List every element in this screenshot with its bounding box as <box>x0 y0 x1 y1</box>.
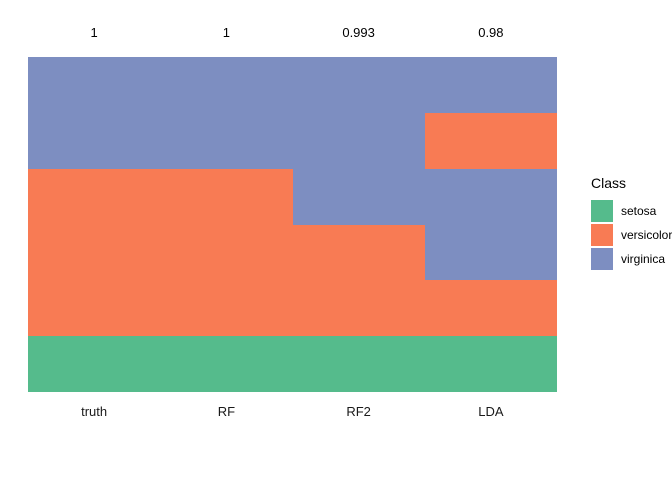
accuracy-row: 1 1 0.993 0.98 <box>28 26 557 40</box>
legend-label-versicolor: versicolor <box>621 228 672 242</box>
segment-virginica <box>160 57 293 169</box>
segment-setosa <box>292 336 425 392</box>
legend-label-setosa: setosa <box>621 204 657 218</box>
legend-label-virginica: virginica <box>621 252 666 266</box>
accuracy-label-RF2: 0.993 <box>342 25 375 40</box>
legend-item-setosa: setosa <box>591 200 672 222</box>
segment-setosa <box>160 336 293 392</box>
x-axis-label-RF: RF <box>217 404 236 419</box>
legend-item-virginica: virginica <box>591 248 672 270</box>
bar-column-RF2 <box>292 57 425 392</box>
legend: Class setosa versicolor virginica <box>591 176 672 272</box>
plot-area <box>28 57 557 393</box>
bar-column-RF <box>160 57 293 392</box>
accuracy-label-RF: 1 <box>222 25 230 40</box>
legend-item-versicolor: versicolor <box>591 224 672 246</box>
segment-setosa <box>424 336 557 393</box>
segment-versicolor <box>160 168 293 337</box>
legend-title: Class <box>591 175 627 191</box>
segment-versicolor <box>292 224 425 337</box>
x-axis-label-RF2: RF2 <box>346 404 371 419</box>
segment-versicolor <box>28 168 161 337</box>
segment-versicolor <box>424 280 557 337</box>
x-axis-label-LDA: LDA <box>478 404 504 419</box>
legend-swatch-versicolor <box>591 224 613 246</box>
segment-virginica <box>424 168 557 281</box>
legend-items: setosa versicolor virginica <box>591 200 672 270</box>
legend-swatch-setosa <box>591 200 613 222</box>
legend-swatch-virginica <box>591 248 613 270</box>
segment-virginica <box>28 57 161 169</box>
segment-setosa <box>28 336 161 392</box>
segment-virginica <box>292 57 425 225</box>
bar-column-truth <box>28 57 161 392</box>
x-axis-label-truth: truth <box>81 404 108 419</box>
accuracy-label-truth: 1 <box>90 25 98 40</box>
x-axis-row: truth RF RF2 LDA <box>28 405 557 419</box>
bar-column-LDA <box>424 57 557 393</box>
segment-versicolor <box>424 112 557 169</box>
accuracy-label-LDA: 0.98 <box>478 25 504 40</box>
segment-virginica <box>424 57 557 113</box>
